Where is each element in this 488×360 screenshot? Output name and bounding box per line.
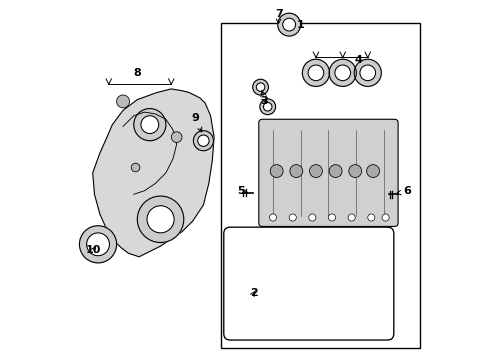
Circle shape (277, 13, 300, 36)
Circle shape (328, 214, 335, 221)
Text: 4: 4 (354, 55, 362, 65)
Circle shape (270, 165, 283, 177)
Text: 3: 3 (260, 96, 267, 107)
Text: 1: 1 (296, 19, 304, 30)
Circle shape (359, 65, 375, 81)
Circle shape (171, 132, 182, 143)
Circle shape (367, 214, 374, 221)
Circle shape (348, 165, 361, 177)
Circle shape (252, 79, 268, 95)
Text: 2: 2 (249, 288, 257, 298)
Circle shape (193, 131, 213, 151)
Circle shape (137, 196, 183, 243)
FancyBboxPatch shape (258, 119, 397, 226)
Circle shape (288, 214, 296, 221)
Text: 8: 8 (133, 68, 141, 78)
Circle shape (269, 214, 276, 221)
Text: 9: 9 (190, 113, 202, 132)
Circle shape (302, 59, 329, 86)
Circle shape (256, 83, 264, 91)
Circle shape (328, 165, 341, 177)
Circle shape (289, 165, 302, 177)
Circle shape (366, 165, 379, 177)
Circle shape (259, 99, 275, 114)
Circle shape (307, 65, 323, 81)
Text: 5: 5 (237, 186, 247, 196)
Circle shape (141, 116, 159, 134)
Circle shape (263, 103, 271, 111)
Circle shape (147, 206, 174, 233)
Circle shape (334, 65, 350, 81)
Text: 7: 7 (274, 9, 282, 23)
Circle shape (116, 95, 129, 108)
Circle shape (353, 59, 381, 86)
Circle shape (131, 163, 140, 172)
Bar (221, 23, 419, 348)
Circle shape (86, 233, 109, 256)
Polygon shape (93, 89, 214, 257)
Circle shape (309, 165, 322, 177)
Text: 10: 10 (85, 245, 101, 255)
Circle shape (308, 214, 315, 221)
Text: 6: 6 (396, 186, 410, 196)
Circle shape (381, 214, 388, 221)
Circle shape (347, 214, 354, 221)
Circle shape (134, 109, 165, 141)
Circle shape (282, 18, 295, 31)
Circle shape (328, 59, 356, 86)
Circle shape (80, 226, 116, 263)
Circle shape (197, 135, 209, 147)
